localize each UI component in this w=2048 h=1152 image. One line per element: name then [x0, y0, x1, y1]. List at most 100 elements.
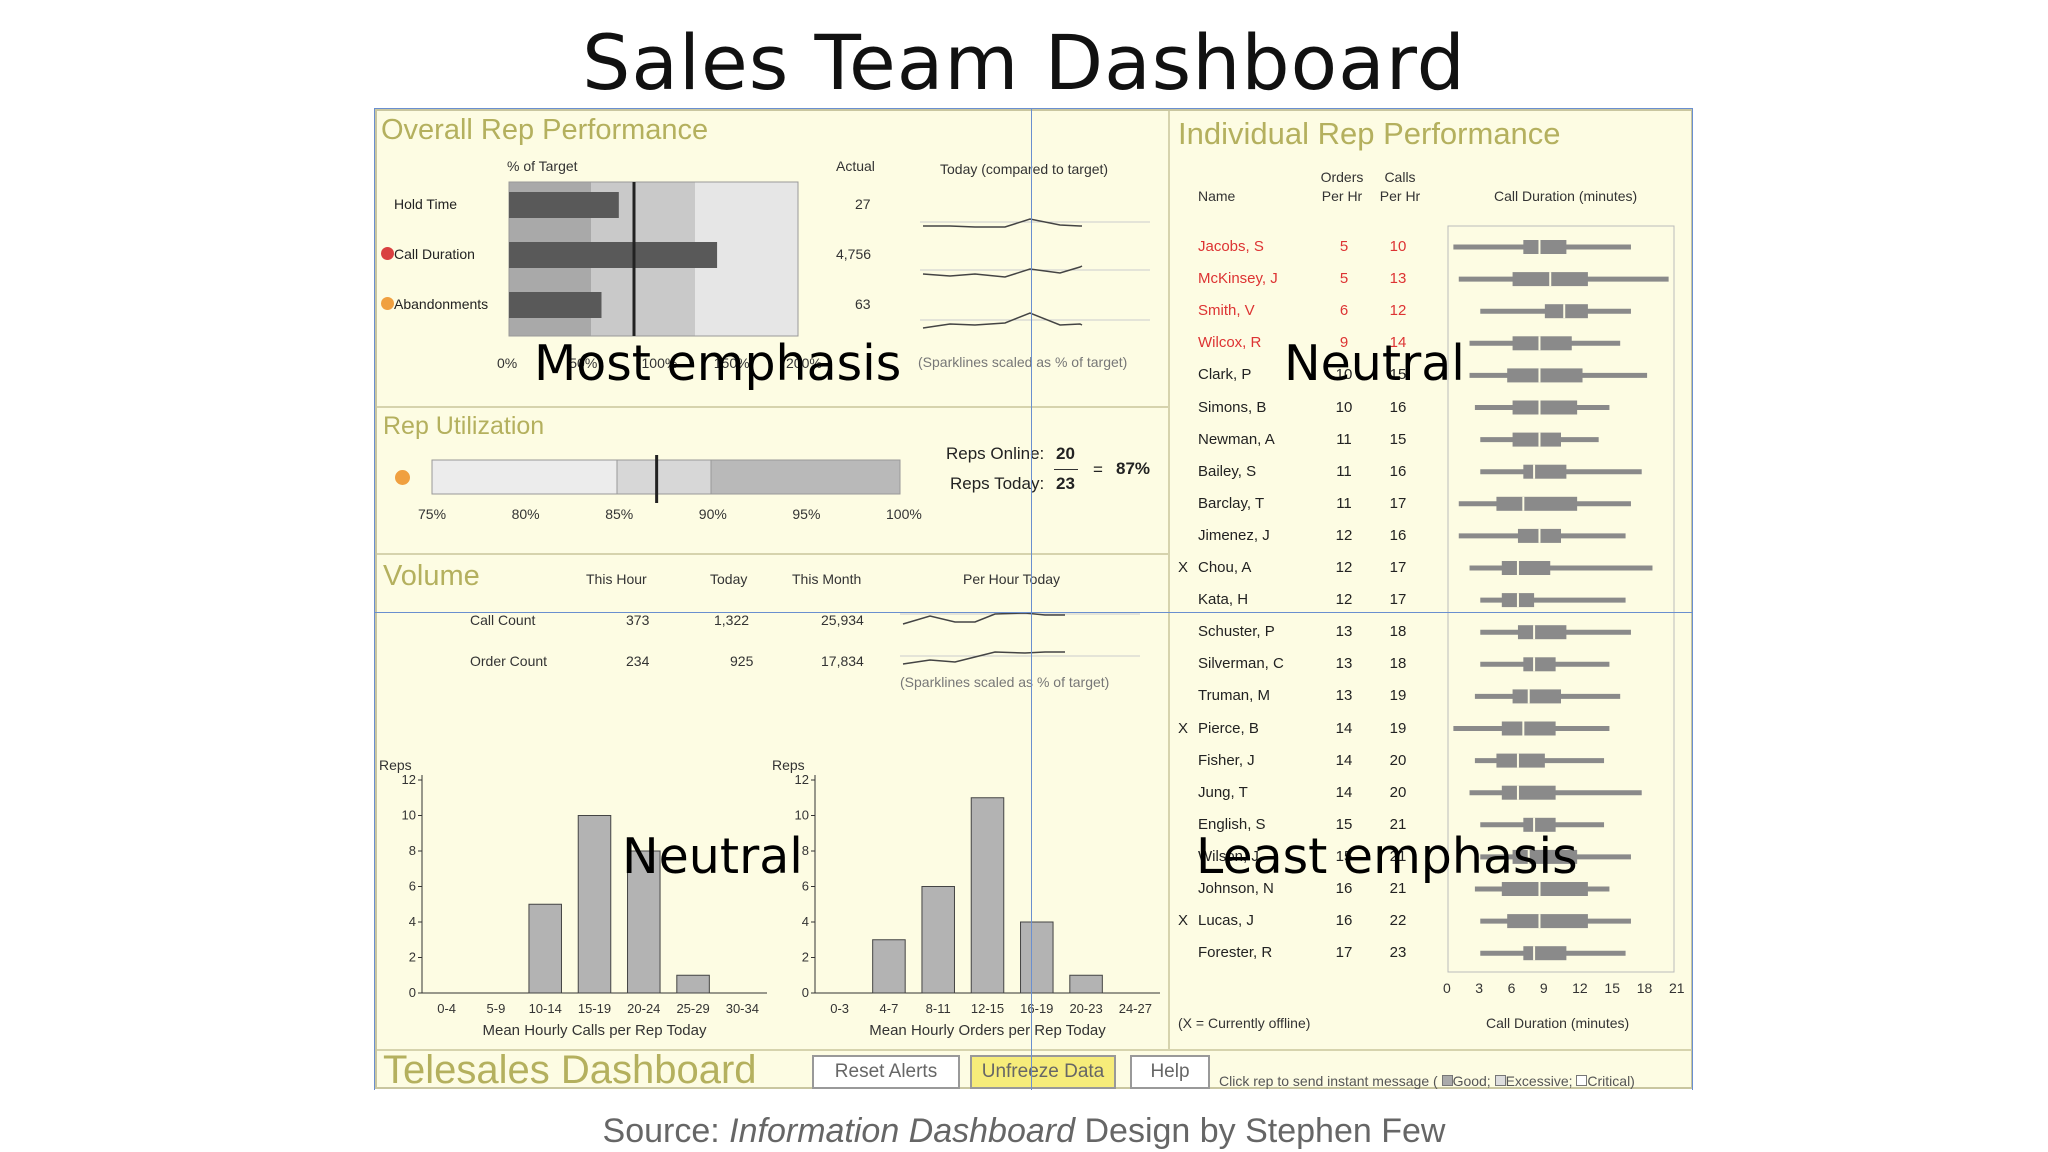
histogram-ytick: 4 — [802, 914, 809, 929]
rep-orders: 10 — [1335, 398, 1353, 416]
rep-orders: 14 — [1335, 783, 1353, 801]
utilization-title: Rep Utilization — [383, 412, 545, 440]
histogram-bar — [627, 850, 661, 994]
volume-row-hour: 234 — [626, 653, 650, 669]
rep-orders: 12 — [1335, 526, 1353, 544]
overall-sparklines — [920, 218, 1150, 329]
histogram-xtick: 30-34 — [726, 1001, 759, 1016]
metric-label: Call Duration — [394, 246, 475, 262]
rep-orders: 17 — [1335, 944, 1353, 962]
guide-line — [374, 108, 375, 1090]
overall-title: Overall Rep Performance — [381, 114, 709, 146]
histogram-ytick: 12 — [795, 772, 809, 787]
rep-calls: 19 — [1389, 687, 1407, 705]
boxplot-box — [1501, 561, 1551, 575]
boxplot-box — [1517, 625, 1567, 640]
histogram-xlabel: Mean Hourly Orders per Rep Today — [869, 1022, 1106, 1039]
pct-tick-label: 100% — [641, 355, 678, 371]
boxplot-box — [1512, 689, 1561, 704]
fraction-bar — [1054, 469, 1078, 470]
boxplot-box — [1501, 721, 1556, 736]
duration-header: Call Duration (minutes) — [1494, 188, 1638, 204]
rep-calls: 16 — [1389, 398, 1407, 416]
histogram-bar — [1069, 974, 1103, 994]
rep-name: Bailey, S — [1198, 462, 1257, 480]
section-divider — [377, 553, 1168, 555]
reset-alerts-button[interactable]: Reset Alerts — [812, 1055, 960, 1089]
rep-orders: 10 — [1335, 366, 1353, 384]
histogram-bar — [872, 939, 906, 994]
unfreeze-data-button[interactable]: Unfreeze Data — [970, 1055, 1116, 1089]
pct-tick-label: 200% — [786, 355, 822, 371]
duration-axis-tick: 18 — [1636, 980, 1653, 996]
duration-axis-label: Call Duration (minutes) — [1486, 1015, 1630, 1031]
critical-swatch — [1576, 1075, 1588, 1086]
metric-actual: 27 — [855, 196, 871, 212]
rep-calls: 18 — [1389, 623, 1407, 641]
histogram-ytick: 2 — [802, 950, 809, 965]
rep-name: Truman, M — [1198, 687, 1270, 705]
rep-name: Wilson, J — [1198, 847, 1259, 865]
histogram-bar — [577, 815, 612, 994]
rep-orders: 14 — [1335, 751, 1353, 769]
histogram-xtick: 0-4 — [437, 1001, 456, 1016]
source-caption: Source: Information Dashboard Design by … — [602, 1112, 1446, 1150]
histogram-ylabel: Reps — [772, 757, 805, 773]
individual-title: Individual Rep Performance — [1178, 116, 1561, 151]
histogram-xtick: 0-3 — [830, 1001, 849, 1016]
sparkline-call-duration — [922, 265, 1083, 278]
offline-flag: X — [1178, 912, 1189, 930]
rep-name: Kata, H — [1198, 591, 1249, 609]
rep-calls: 19 — [1389, 719, 1407, 737]
overlay-neutral-bottom: Neutral — [622, 828, 803, 885]
histogram-ytick: 6 — [409, 879, 416, 894]
orders-histogram: Reps 0 2 4 6 8 10 12 0-3 4-7 8-11 12-15 16-19 20-23 24… — [772, 757, 1160, 1039]
rep-name: Wilcox, R — [1198, 334, 1262, 352]
boxplot-box — [1496, 753, 1545, 768]
rep-calls: 16 — [1389, 462, 1407, 480]
name-header: Name — [1198, 188, 1236, 204]
help-button[interactable]: Help — [1130, 1055, 1210, 1089]
rep-name: Newman, A — [1198, 430, 1275, 448]
utilization-tick-label: 75% — [418, 506, 447, 522]
rep-orders: 16 — [1335, 912, 1353, 930]
reps-today-value: 23 — [1056, 474, 1075, 493]
histogram-ytick: 8 — [409, 843, 416, 858]
instant-message-hint: Click rep to send instant message ( Good… — [1219, 1073, 1635, 1089]
section-divider — [1168, 111, 1170, 1051]
boxplot-box — [1512, 432, 1561, 447]
boxplot-box — [1523, 946, 1567, 961]
reps-online-label: Reps Online: — [946, 444, 1045, 463]
rep-name: Lucas, J — [1198, 912, 1254, 930]
rep-calls: 21 — [1389, 815, 1407, 833]
orders-header: Orders Per Hr — [1320, 169, 1364, 204]
histogram-xtick: 10-14 — [529, 1001, 562, 1016]
rep-calls: 18 — [1389, 655, 1407, 673]
histogram-ytick: 10 — [402, 808, 416, 823]
section-divider — [377, 406, 1168, 408]
rep-calls: 21 — [1389, 880, 1407, 897]
rep-name: Jimenez, J — [1198, 526, 1270, 544]
rep-name: Silverman, C — [1198, 655, 1284, 673]
metric-alert-dot — [381, 297, 394, 310]
boxplot-box — [1507, 368, 1583, 383]
offline-flag: X — [1178, 559, 1189, 576]
equals-sign: = — [1093, 460, 1103, 479]
boxplot-box — [1523, 817, 1556, 832]
histogram-bar — [676, 974, 710, 994]
rep-calls: 15 — [1389, 366, 1407, 384]
rep-name: Fisher, J — [1198, 751, 1255, 769]
rep-orders: 13 — [1335, 623, 1353, 641]
guide-line-vertical — [1031, 108, 1032, 1090]
rep-name: Chou, A — [1198, 559, 1252, 576]
pct-tick-label: 50% — [569, 355, 598, 371]
volume-title: Volume — [383, 560, 480, 592]
rep-orders: 15 — [1335, 847, 1353, 865]
rep-calls: 23 — [1389, 944, 1407, 962]
utilization-bullet — [431, 455, 901, 503]
rep-calls: 10 — [1389, 238, 1407, 255]
volume-row-label: Call Count — [470, 612, 536, 628]
rep-calls: 16 — [1389, 526, 1407, 544]
duration-axis-tick: 9 — [1539, 980, 1548, 996]
rep-orders: 12 — [1335, 591, 1353, 609]
